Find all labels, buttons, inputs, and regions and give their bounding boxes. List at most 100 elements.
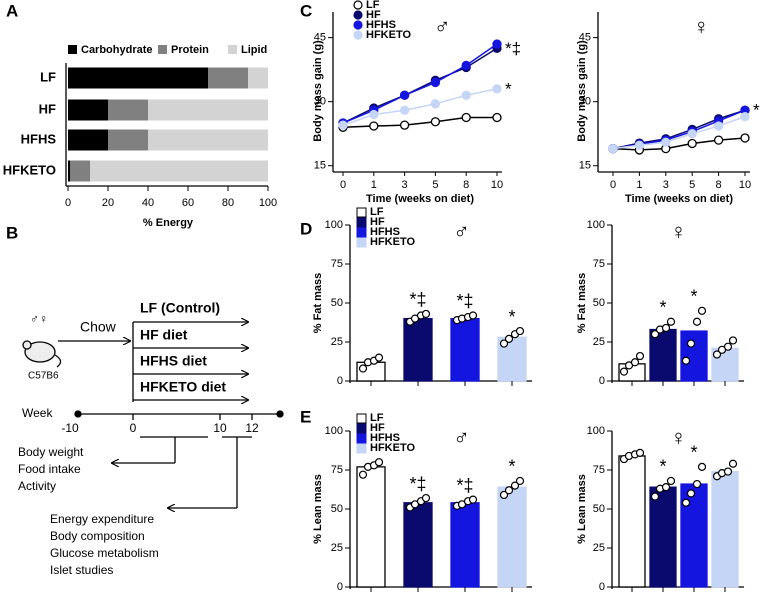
- legend-label: HFHS: [366, 19, 396, 31]
- y-tick-label: 50: [593, 297, 605, 309]
- legend-label: Lipid: [241, 44, 267, 56]
- x-tick-label: 3: [402, 179, 408, 191]
- legend-swatch: [68, 45, 77, 54]
- measure: Activity: [18, 479, 56, 493]
- chow: Chow: [80, 319, 117, 335]
- measure: Glucose metabolism: [50, 546, 159, 560]
- legend-swatch: [356, 433, 367, 444]
- y-tick-label: 25: [593, 336, 605, 348]
- mouse-tail: [54, 354, 62, 368]
- y-tick-label: 30: [579, 96, 591, 108]
- data-point: [697, 462, 707, 471]
- x-tick-label: 10: [739, 179, 751, 191]
- annotation: *: [690, 443, 697, 463]
- week-tick: 12: [245, 421, 259, 435]
- data-point: [728, 459, 738, 468]
- measure: Body weight: [18, 445, 84, 459]
- data-point: [686, 489, 696, 498]
- legend-label: LF: [366, 0, 380, 11]
- diet: HFKETO diet: [140, 379, 226, 395]
- category-label: LF: [40, 69, 56, 84]
- data-point: [358, 364, 368, 373]
- bar-segment: [108, 99, 148, 121]
- x-axis-label: % Energy: [143, 217, 194, 229]
- data-point: [712, 350, 722, 359]
- legend-label: Carbohydrate: [81, 44, 153, 56]
- sex-symbol: ♂: [453, 425, 470, 450]
- legend-label: HF: [370, 216, 385, 228]
- y-tick-label: 75: [593, 258, 605, 270]
- series-line: [342, 88, 498, 126]
- diet: HF diet: [140, 327, 188, 343]
- data-point: [461, 90, 471, 100]
- measure: Energy expenditure: [50, 512, 154, 526]
- x-tick-label: 0: [65, 197, 71, 209]
- bar: [450, 317, 480, 382]
- series-line: [342, 47, 498, 124]
- data-point: [692, 317, 702, 326]
- data-point: [666, 317, 676, 326]
- legend-swatch: [356, 237, 367, 248]
- sex-symbol: ♂: [453, 219, 470, 244]
- sex-symbol: ♂: [434, 14, 451, 39]
- legend-marker: [353, 30, 363, 40]
- legend-label: LF: [370, 206, 384, 218]
- bar-segment: [208, 67, 248, 89]
- bar-segment: [68, 129, 108, 151]
- x-tick-label: 20: [102, 197, 114, 209]
- legend-swatch: [356, 227, 367, 238]
- panel-label: C: [300, 1, 312, 20]
- data-point: [399, 105, 410, 115]
- y-tick-label: 0: [337, 581, 343, 593]
- annotation: *‡: [505, 39, 521, 58]
- legend-swatch: [158, 45, 167, 54]
- data-point: [399, 90, 410, 100]
- panel-label: E: [300, 407, 311, 426]
- bar: [680, 330, 708, 382]
- x-axis-label: Time (weeks on diet): [366, 193, 474, 205]
- legend-label: HFHS: [370, 226, 400, 238]
- bar-segment: [68, 160, 70, 182]
- y-tick-label: 75: [331, 258, 343, 270]
- sex-symbol: ♀: [693, 14, 710, 39]
- legend-label: HF: [370, 422, 385, 434]
- annotation: *: [690, 287, 697, 307]
- bar: [403, 502, 433, 588]
- y-tick-label: 50: [593, 503, 605, 515]
- y-tick-label: 100: [587, 425, 605, 437]
- x-tick-label: 80: [222, 197, 234, 209]
- data-point: [635, 448, 645, 457]
- x-tick-label: 0: [610, 179, 616, 191]
- y-tick-label: 15: [579, 160, 591, 172]
- data-point: [634, 140, 645, 150]
- timeline-end: [276, 410, 284, 418]
- data-point: [504, 334, 514, 343]
- data-point: [635, 351, 645, 361]
- category-label: HF: [39, 101, 56, 116]
- bar: [497, 486, 527, 588]
- data-point: [687, 129, 697, 139]
- data-point: [740, 111, 750, 122]
- data-point: [492, 112, 502, 123]
- mouse-sex: ♂♀: [30, 312, 48, 326]
- annotation: *: [659, 297, 666, 317]
- y-tick-label: 25: [593, 542, 605, 554]
- legend-marker: [353, 10, 363, 20]
- x-tick-label: 1: [371, 179, 377, 191]
- data-point: [421, 309, 431, 319]
- legend-swatch: [228, 45, 237, 54]
- y-tick-label: 25: [331, 542, 343, 554]
- y-tick-label: 0: [599, 581, 605, 593]
- data-point: [504, 486, 514, 495]
- data-point: [499, 490, 509, 500]
- x-tick-label: 1: [636, 179, 642, 191]
- data-point: [492, 84, 502, 94]
- y-tick-label: 100: [325, 219, 343, 231]
- data-point: [358, 470, 368, 479]
- x-tick-label: 8: [716, 179, 722, 191]
- legend-label: HF: [366, 9, 381, 21]
- bar-segment: [70, 160, 90, 182]
- y-axis-label: Body mass gain (g): [576, 40, 588, 142]
- strain: C57B6: [28, 371, 59, 382]
